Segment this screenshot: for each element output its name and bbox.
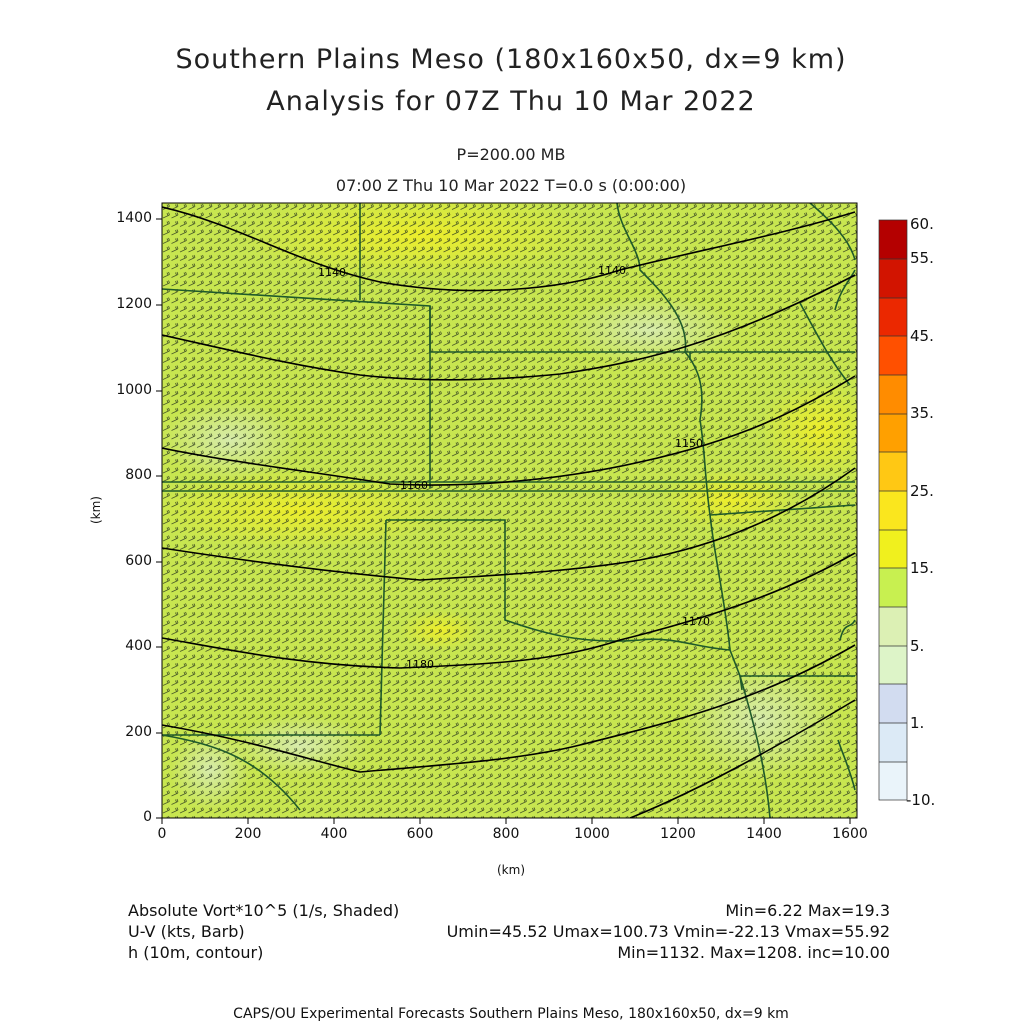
barb-field-stats: Umin=45.52 Umax=100.73 Vmin=-22.13 Vmax=… (446, 922, 890, 941)
colorbar-label: 25. (910, 482, 934, 500)
contour-field-stats: Min=1132. Max=1208. inc=10.00 (617, 943, 890, 962)
valid-time: 07:00 Z Thu 10 Mar 2022 T=0.0 s (0:00:00… (335, 176, 687, 195)
y-tick-label: 1400 (116, 210, 152, 226)
barb-field-label: U-V (kts, Barb) (128, 922, 245, 941)
colorbar-swatch (879, 220, 907, 259)
colorbar-swatch (879, 259, 907, 298)
x-tick-label: 200 (234, 826, 262, 842)
y-tick-label: 400 (125, 638, 152, 654)
pressure-level: P=200.00 MB (456, 145, 566, 164)
y-tick-label: 0 (143, 809, 152, 825)
shade-field-label: Absolute Vort*10^5 (1/s, Shaded) (128, 901, 400, 920)
contour-labels: 1140 1140 1150 1160 1170 1180 (318, 264, 710, 671)
axis-ticks (156, 218, 851, 824)
colorbar-swatch (879, 336, 907, 375)
y-tick-label: 1000 (116, 382, 152, 398)
y-tick-label: 600 (125, 553, 152, 569)
x-tick-label: 1200 (660, 826, 696, 842)
contour-label: 1180 (406, 658, 434, 671)
colorbar-label: 1. (910, 714, 925, 732)
x-tick-label: 800 (492, 826, 520, 842)
contour-label: 1160 (400, 479, 428, 492)
colorbar-label: 15. (910, 559, 934, 577)
colorbar-swatch (879, 568, 907, 607)
colorbar-label: 35. (910, 404, 934, 422)
colorbar-label: 45. (910, 327, 934, 345)
x-tick-label: 1000 (574, 826, 610, 842)
colorbar-swatch (879, 684, 907, 723)
colorbar (878, 219, 908, 801)
x-tick-label: 400 (320, 826, 348, 842)
colorbar-swatch (879, 530, 907, 568)
x-tick-label: 600 (406, 826, 434, 842)
title-line-2: Analysis for 07Z Thu 10 Mar 2022 (266, 86, 756, 117)
shade-field-stats: Min=6.22 Max=19.3 (725, 901, 890, 920)
colorbar-swatch (879, 414, 907, 452)
y-tick-label: 1200 (116, 296, 152, 312)
x-tick-label: 1400 (746, 826, 782, 842)
x-axis-unit: (km) (497, 863, 526, 877)
contour-label: 1150 (675, 437, 703, 450)
title-line-1: Southern Plains Meso (180x160x50, dx=9 k… (175, 44, 847, 75)
colorbar-swatch (879, 646, 907, 684)
y-tick-label: 200 (125, 724, 152, 740)
colorbar-swatch (879, 491, 907, 530)
credit-line: CAPS/OU Experimental Forecasts Southern … (233, 1006, 789, 1022)
state-boundaries (162, 203, 856, 818)
colorbar-swatch (879, 723, 907, 762)
wind-barbs (162, 203, 857, 818)
x-tick-label: 1600 (832, 826, 868, 842)
plot-frame (161, 202, 858, 819)
height-contours (162, 206, 856, 818)
contour-label: 1140 (318, 266, 346, 279)
colorbar-label: 55. (910, 249, 934, 267)
colorbar-label: 5. (910, 637, 925, 655)
colorbar-swatch (879, 607, 907, 646)
contour-label: 1140 (598, 264, 626, 277)
contour-field-label: h (10m, contour) (128, 943, 264, 962)
colorbar-swatch (879, 375, 907, 414)
x-tick-label: 0 (157, 826, 167, 842)
colorbar-swatch (879, 452, 907, 491)
colorbar-swatch (879, 298, 907, 336)
colorbar-label: 60. (910, 215, 934, 233)
colorbar-label: -10. (906, 791, 936, 809)
contour-label: 1170 (682, 615, 710, 628)
y-tick-label: 800 (125, 467, 152, 483)
y-axis-unit: (km) (89, 495, 104, 525)
colorbar-swatch (879, 762, 907, 800)
